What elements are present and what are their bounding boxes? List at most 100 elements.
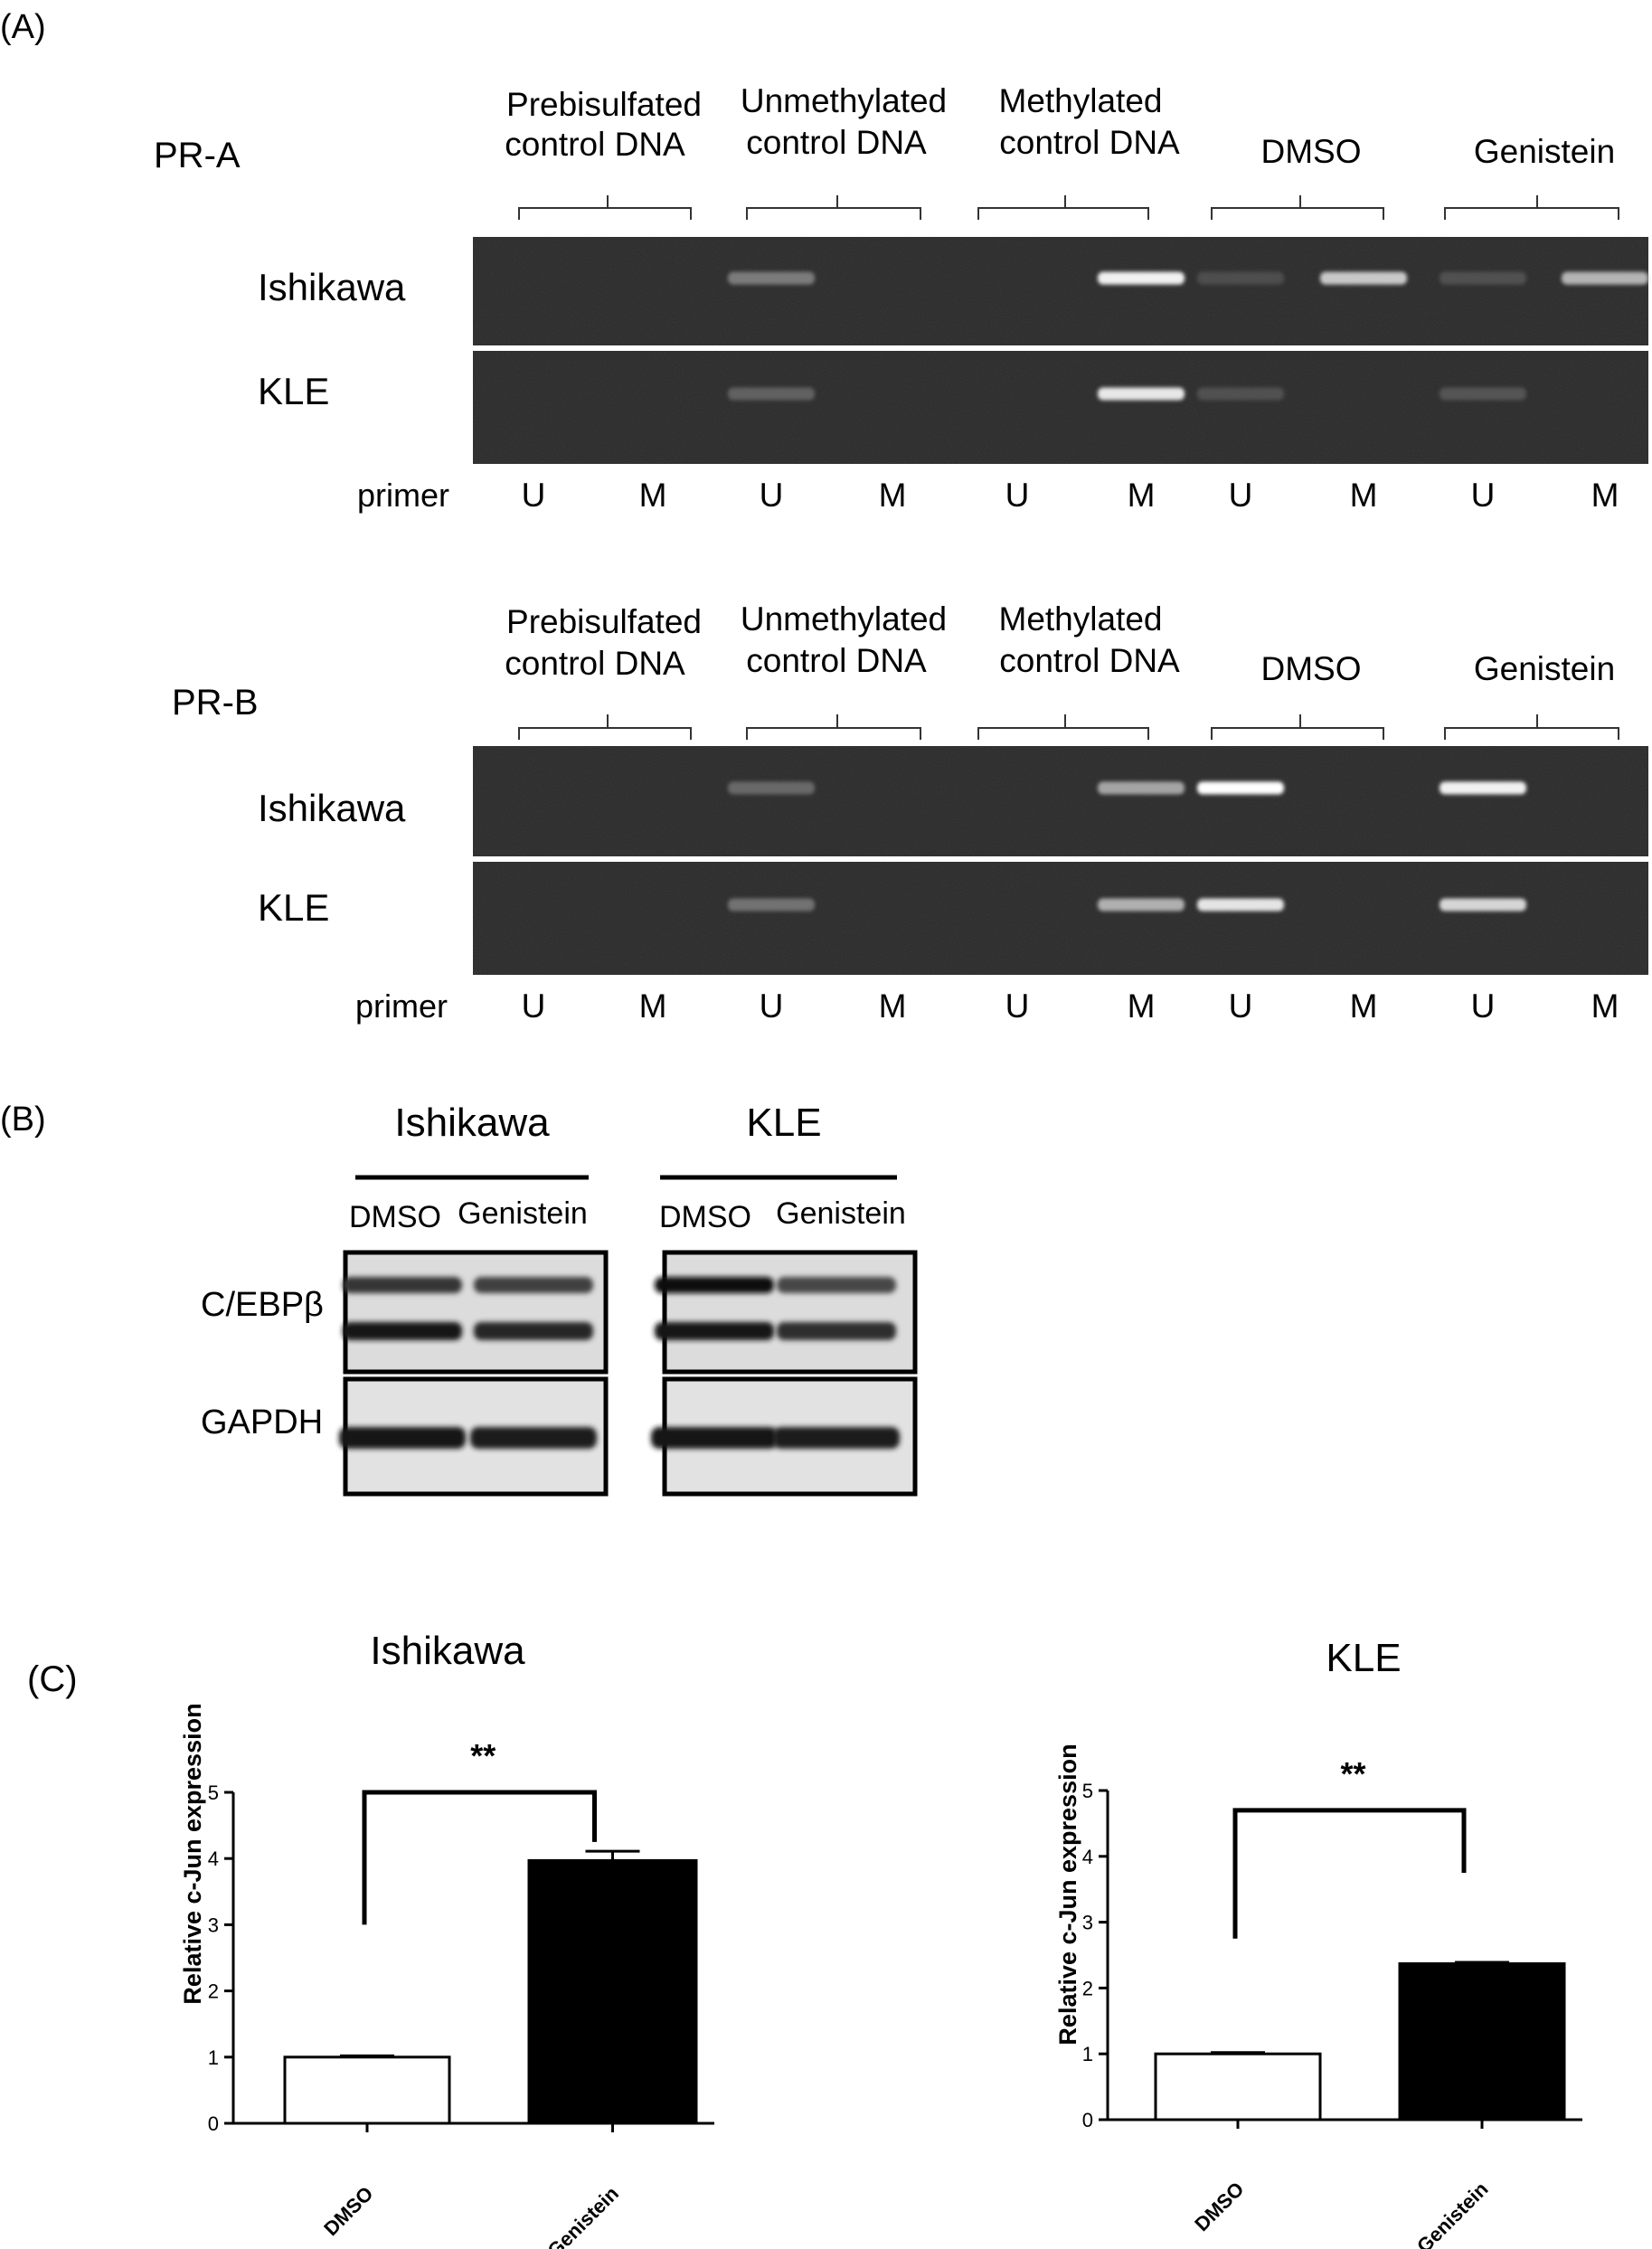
bar xyxy=(283,2055,451,2125)
blot-band-cebpb-upper xyxy=(474,1277,593,1293)
gel-block-pr-b: PR-B Prebisulfated control DNA Unmethyla… xyxy=(172,600,1648,1025)
blot-lane-label: DMSO xyxy=(659,1200,751,1234)
primer-lane-label: U xyxy=(1471,987,1496,1025)
group-label-line1: Prebisulfated xyxy=(506,603,702,640)
gel-row xyxy=(473,746,1648,856)
y-tick-label: 5 xyxy=(1082,1780,1093,1802)
primer-lane-label: U xyxy=(1005,477,1030,514)
blot-band-cebpb-lower xyxy=(474,1322,593,1340)
primer-lane-label: U xyxy=(522,987,546,1025)
group-bracket xyxy=(977,714,1149,740)
blot-kle xyxy=(651,1250,918,1497)
gel-band xyxy=(728,387,815,401)
primer-lane-label: U xyxy=(522,477,546,514)
group-bracket xyxy=(1444,714,1619,740)
blot-cell-label: Ishikawa xyxy=(394,1101,550,1145)
blot-band-cebpb-lower xyxy=(655,1322,774,1340)
group-bracket xyxy=(1444,195,1619,220)
y-tick-label: 4 xyxy=(208,1847,219,1870)
primer-lane-label: U xyxy=(760,987,784,1025)
y-tick-label: 1 xyxy=(1082,2043,1093,2065)
panel-a-label: (A) xyxy=(0,8,46,46)
group-label-line1: Genistein xyxy=(1474,133,1615,170)
group-label-line1: Genistein xyxy=(1474,650,1615,687)
group-bracket xyxy=(1211,195,1384,220)
primer-lane-label: U xyxy=(1005,987,1030,1025)
group-labels: Prebisulfated control DNA Unmethylated c… xyxy=(505,600,1615,687)
group-label-line1: Methylated xyxy=(999,82,1163,119)
gel-band xyxy=(1197,781,1284,795)
y-tick-label: 0 xyxy=(1082,2109,1093,2131)
primer-lane-label: M xyxy=(1128,987,1156,1025)
group-label-line2: control DNA xyxy=(999,642,1180,679)
gel-band xyxy=(1440,271,1526,285)
gel-band xyxy=(1197,271,1284,285)
blot-band-cebpb-lower xyxy=(343,1322,462,1340)
western-blot: Ishikawa KLE DMSO Genistein DMSO Geniste… xyxy=(201,1101,918,1497)
group-label-line2: control DNA xyxy=(505,126,685,163)
blot-row-label: GAPDH xyxy=(201,1403,323,1441)
blot-band-gapdh xyxy=(773,1427,900,1449)
group-label-line1: DMSO xyxy=(1261,133,1362,170)
gel-band xyxy=(1098,271,1185,285)
x-tick-label: DMSO xyxy=(1190,2178,1248,2235)
blot-cell-label: KLE xyxy=(746,1101,821,1145)
blot-band-gapdh xyxy=(339,1427,466,1449)
primer-lane-label: M xyxy=(1350,477,1378,514)
gel-texture xyxy=(473,862,1648,975)
gel-texture xyxy=(473,237,1648,345)
gel-band xyxy=(728,271,815,285)
primer-lane-label: U xyxy=(1229,987,1253,1025)
blot-ishikawa xyxy=(339,1250,609,1497)
group-bracket xyxy=(518,195,692,220)
panel-b-label: (B) xyxy=(0,1101,46,1139)
group-bracket xyxy=(1211,714,1384,740)
blot-band-cebpb-upper xyxy=(777,1277,896,1293)
primer-lane-label: M xyxy=(1350,987,1378,1025)
blot-lane-label: DMSO xyxy=(349,1200,441,1234)
gel-band xyxy=(1098,781,1185,795)
y-tick-label: 1 xyxy=(208,2046,219,2069)
significance-bracket xyxy=(362,1790,597,1925)
blot-box-cebpb xyxy=(662,1250,918,1375)
primer-lane-label: M xyxy=(1128,477,1156,514)
bar xyxy=(1154,2052,1322,2121)
group-bracket xyxy=(746,714,921,740)
gel-block-pr-a: PR-A Prebisulfated control DNA Unmethyla… xyxy=(154,82,1648,514)
gel-band xyxy=(1098,898,1185,912)
group-labels: Prebisulfated control DNA Unmethylated c… xyxy=(505,82,1615,170)
primer-lane-label: M xyxy=(639,477,667,514)
y-tick-label: 0 xyxy=(208,2112,219,2135)
gel-row xyxy=(473,862,1648,975)
significance-marker: ** xyxy=(470,1737,496,1774)
y-tick-label: 2 xyxy=(1082,1977,1093,1999)
primer-lane-label: U xyxy=(1229,477,1253,514)
blot-box-cebpb xyxy=(343,1250,609,1375)
group-label-line2: control DNA xyxy=(999,124,1180,161)
group-label-line1: Prebisulfated xyxy=(506,86,702,123)
primer-lane-label: M xyxy=(639,987,667,1025)
x-tick-label: Genistein xyxy=(543,2182,623,2249)
blot-row-label: C/EBPβ xyxy=(201,1286,324,1324)
blot-band-gapdh xyxy=(651,1427,778,1449)
gel-texture xyxy=(473,746,1648,856)
group-bracket xyxy=(746,195,921,220)
chart-ylabel: Relative c-Jun expression xyxy=(179,1703,206,2004)
gel-band xyxy=(1197,898,1284,912)
blot-band-cebpb-upper xyxy=(655,1277,774,1293)
bar-chart-ishikawa: Ishikawa Relative c-Jun expression 0 1 2 3 4… xyxy=(179,1629,714,2249)
gel-image xyxy=(473,237,1648,464)
chart-title: Ishikawa xyxy=(370,1629,525,1673)
y-tick-label: 4 xyxy=(1082,1846,1093,1868)
bar xyxy=(1398,1961,1566,2121)
group-label-line2: control DNA xyxy=(746,124,927,161)
group-label-line1: DMSO xyxy=(1261,650,1362,687)
gel-band xyxy=(728,898,815,912)
gel-band xyxy=(1562,271,1648,285)
y-tick-label: 3 xyxy=(208,1914,219,1936)
significance-marker: ** xyxy=(1340,1755,1365,1792)
primer-lane-label: U xyxy=(1471,477,1496,514)
gel-texture xyxy=(473,351,1648,464)
